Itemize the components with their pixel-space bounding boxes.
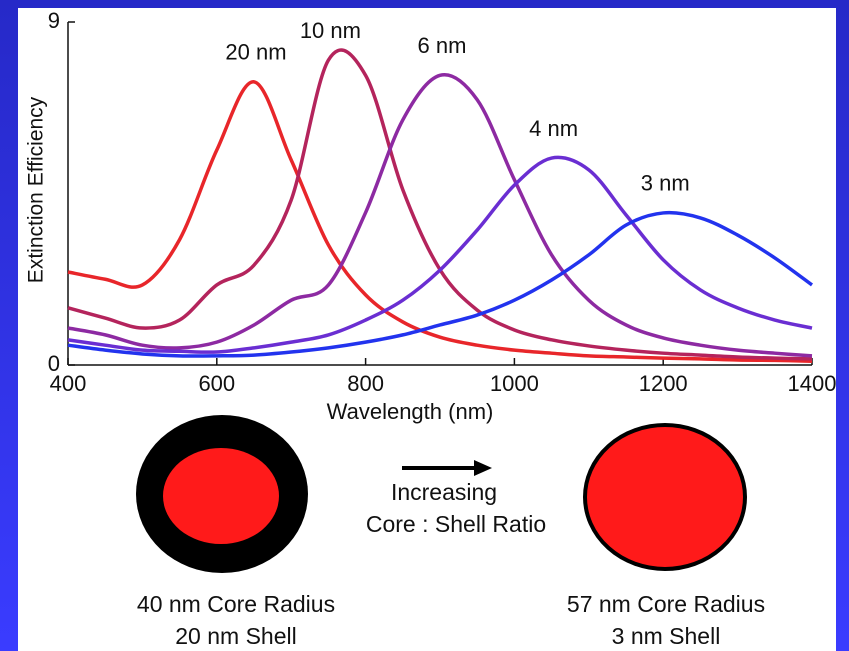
series-label: 4 nm [529, 116, 578, 141]
series-label: 10 nm [300, 18, 361, 43]
y-axis-label: Extinction Efficiency [25, 96, 48, 283]
series-label: 6 nm [418, 33, 467, 58]
caption: 20 nm Shell [175, 623, 296, 649]
series-label: 3 nm [641, 171, 690, 196]
x-tick-label: 600 [198, 371, 235, 396]
caption: 3 nm Shell [612, 623, 721, 649]
series-label: 20 nm [225, 40, 286, 65]
series-line [67, 80, 813, 363]
core-large [583, 423, 747, 571]
series-line [67, 210, 814, 358]
arrow-text: Core : Shell Ratio [366, 511, 546, 537]
arrow-head [474, 460, 492, 476]
series-line [67, 155, 813, 354]
x-axis-label: Wavelength (nm) [327, 399, 494, 424]
x-tick-label: 1000 [490, 371, 539, 396]
caption: 40 nm Core Radius [137, 591, 335, 617]
arrow-text: Increasing [391, 479, 497, 505]
series-line [67, 72, 813, 358]
x-tick-label: 400 [50, 371, 87, 396]
y-tick-label: 9 [48, 8, 60, 33]
x-tick-label: 1200 [639, 371, 688, 396]
y-tick-label: 0 [48, 351, 60, 376]
x-tick-label: 1400 [788, 371, 837, 396]
series-line [67, 48, 813, 361]
caption: 57 nm Core Radius [567, 591, 765, 617]
core-small [163, 448, 279, 544]
x-tick-label: 800 [347, 371, 384, 396]
